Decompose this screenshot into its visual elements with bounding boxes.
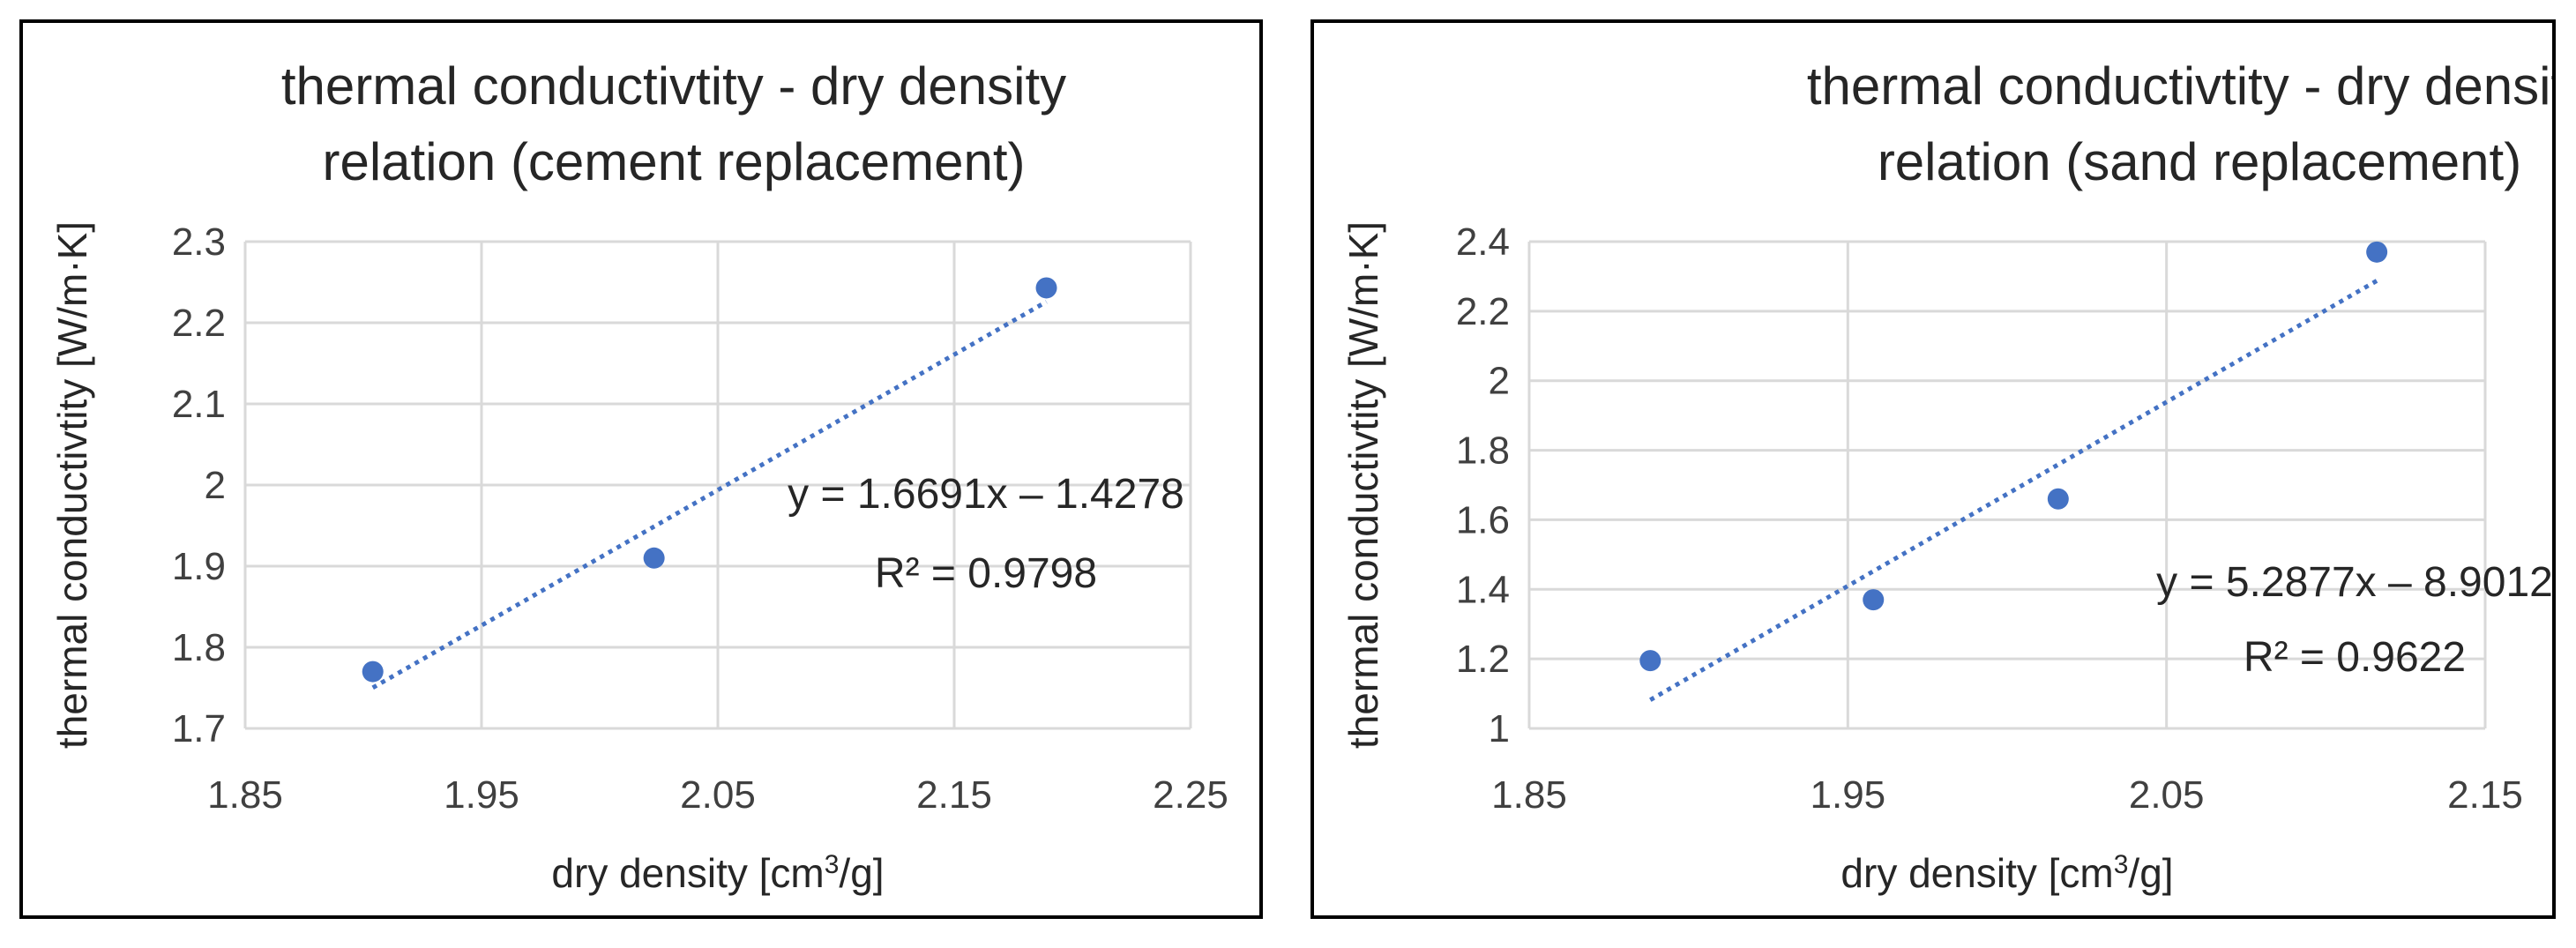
x-tick-label: 2.15 [2447, 773, 2523, 817]
chart-title-line-1: thermal conductivtity - dry density [281, 56, 1066, 116]
x-tick-label: 1.85 [1491, 773, 1567, 817]
chart-title-line-1: thermal conductivtity - dry density [1807, 56, 2552, 116]
data-point-1 [362, 661, 384, 683]
y-tick-label: 2.2 [172, 302, 226, 345]
y-tick-label: 1.2 [1456, 638, 1510, 681]
y-axis-label: thermal conductivtity [W/m·K] [1340, 221, 1386, 749]
y-tick-label: 2.1 [172, 383, 226, 426]
y-tick-label: 1 [1489, 707, 1510, 750]
r-squared-label: R² = 0.9622 [2244, 634, 2466, 681]
y-axis-label: thermal conductivtity [W/m·K] [49, 221, 95, 749]
y-tick-label: 1.8 [1456, 429, 1510, 473]
y-tick-label: 2 [1489, 360, 1510, 403]
trendline-equation: y = 5.2877x – 8.9012 [2156, 559, 2552, 606]
x-tick-label: 2.05 [680, 773, 756, 817]
linear-trendline [1649, 279, 2378, 702]
data-point-4 [2366, 241, 2388, 263]
chart-sand-replacement: thermal conductivtity - dry density relat… [1340, 56, 2552, 897]
y-tick-label: 1.4 [1456, 568, 1510, 611]
y-tick-label: 1.8 [172, 626, 226, 669]
data-point-2 [643, 547, 665, 569]
y-tick-label: 1.9 [172, 545, 226, 588]
data-point-1 [1639, 650, 1661, 672]
chart-panel-cement: thermal conductivtity - dry density relat… [19, 19, 1263, 919]
data-point-2 [1863, 589, 1885, 611]
y-tick-label: 1.7 [172, 707, 226, 750]
x-tick-label: 1.95 [444, 773, 519, 817]
chart-panel-sand: thermal conductivtity - dry density relat… [1310, 19, 2556, 919]
chart-title-line-2: relation (cement replacement) [322, 132, 1025, 191]
x-tick-label: 2.25 [1153, 773, 1228, 817]
x-axis-label: dry density [cm3/g] [551, 850, 884, 897]
y-tick-label: 2.2 [1456, 290, 1510, 333]
x-tick-label: 2.05 [2129, 773, 2205, 817]
r-squared-label: R² = 0.9798 [875, 550, 1097, 597]
x-tick-label: 2.15 [916, 773, 992, 817]
trendline-equation: y = 1.6691x – 1.4278 [788, 471, 1184, 518]
data-point-3 [2047, 488, 2069, 510]
y-tick-label: 1.6 [1456, 498, 1510, 541]
y-tick-label: 2 [205, 464, 226, 507]
x-axis-label: dry density [cm3/g] [1841, 850, 2173, 897]
x-tick-label: 1.95 [1811, 773, 1886, 817]
data-point-3 [1035, 277, 1057, 299]
chart-title-line-2: relation (sand replacement) [1878, 132, 2521, 191]
y-tick-label: 2.3 [172, 220, 226, 264]
chart-cement-replacement: thermal conductivtity - dry density relat… [49, 56, 1228, 897]
x-tick-label: 1.85 [207, 773, 283, 817]
y-tick-label: 2.4 [1456, 220, 1510, 264]
linear-trendline [371, 300, 1048, 690]
